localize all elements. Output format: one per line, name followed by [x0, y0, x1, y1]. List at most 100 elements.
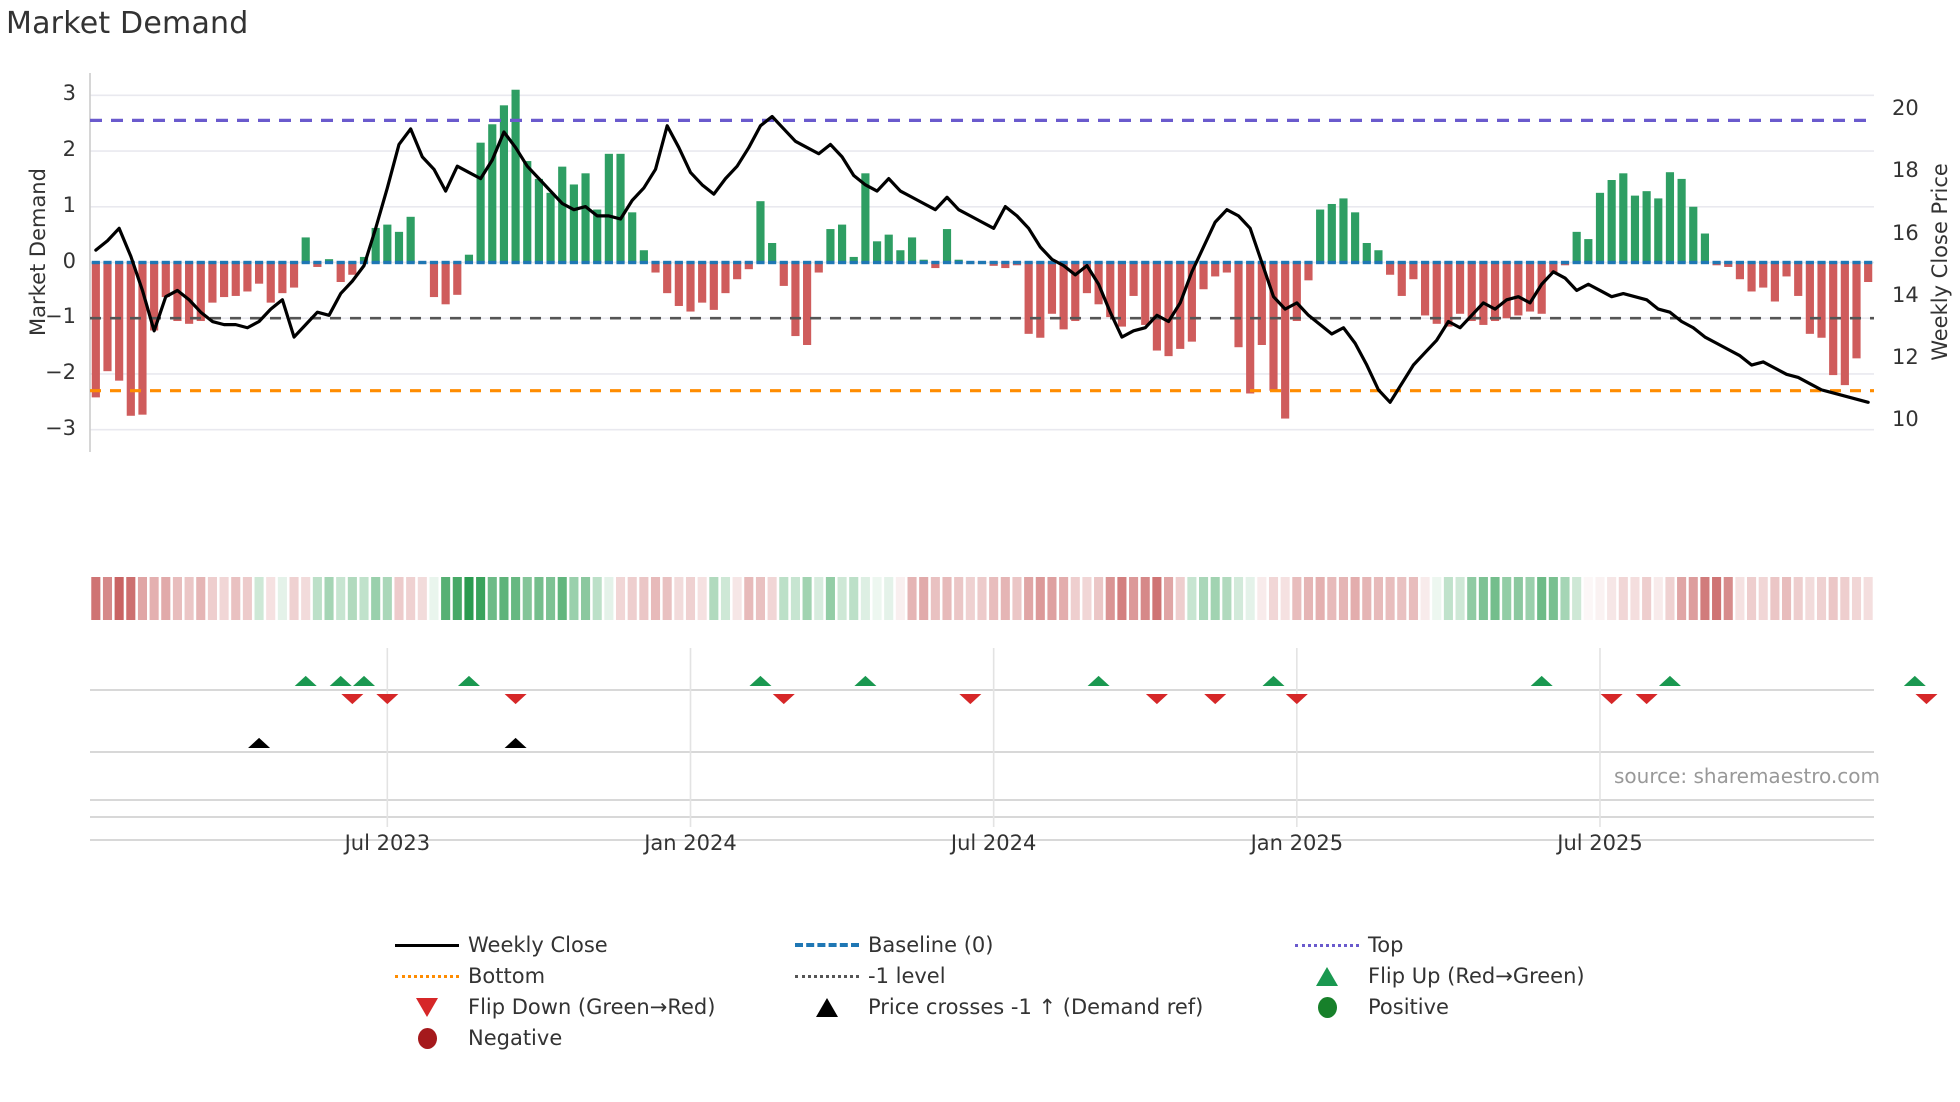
- legend-item[interactable]: Positive: [1290, 992, 1690, 1022]
- legend-item[interactable]: Bottom: [390, 961, 790, 991]
- demand-bar: [1689, 206, 1698, 263]
- strip-cell: [289, 577, 299, 620]
- x-tick: Jul 2025: [1557, 831, 1643, 855]
- strip-cell: [499, 577, 509, 620]
- strip-cell: [1432, 577, 1442, 620]
- strip-cell: [126, 577, 136, 620]
- legend-triangle-down-icon: [390, 996, 464, 1018]
- demand-bar: [1152, 262, 1161, 351]
- legend-item[interactable]: Negative: [390, 1023, 790, 1053]
- y-tick-left: 0: [62, 248, 76, 273]
- legend-item[interactable]: Flip Up (Red→Green): [1290, 961, 1690, 991]
- demand-bar: [196, 262, 205, 322]
- strip-cell: [1000, 577, 1010, 620]
- strip-cell: [1735, 577, 1745, 620]
- demand-bar: [756, 201, 765, 263]
- demand-bar: [1455, 262, 1465, 314]
- strip-cell: [406, 577, 416, 620]
- strip-cell: [662, 577, 672, 620]
- strip-cell: [1653, 577, 1663, 620]
- legend-item[interactable]: Baseline (0): [790, 930, 1290, 960]
- demand-bar: [289, 262, 299, 288]
- strip-cell: [627, 577, 637, 620]
- legend-triangle-up-icon: [1290, 965, 1364, 987]
- strip-cell: [324, 577, 334, 620]
- demand-bar: [1292, 262, 1301, 322]
- demand-bar: [651, 262, 660, 273]
- strip-cell: [1630, 577, 1640, 620]
- y-tick-right: 12: [1892, 344, 1919, 369]
- demand-bar: [1525, 262, 1535, 312]
- strip-cell: [1816, 577, 1827, 620]
- demand-bar: [861, 173, 870, 263]
- legend-dotted-line-icon: [390, 965, 464, 987]
- demand-bar: [453, 262, 462, 295]
- strip-cell: [522, 577, 532, 620]
- strip-cell: [196, 577, 206, 620]
- flip-up-marker: [854, 675, 877, 686]
- demand-bar: [254, 262, 264, 284]
- strip-cell: [266, 577, 276, 620]
- strip-cell: [1525, 577, 1535, 620]
- demand-bar: [1187, 262, 1196, 342]
- demand-bar: [1677, 178, 1686, 263]
- strip-cell: [429, 577, 439, 620]
- x-tick: Jan 2024: [644, 831, 737, 855]
- demand-bar: [1281, 262, 1290, 419]
- strip-cell: [277, 577, 287, 620]
- strip-cell: [604, 577, 614, 620]
- source-attribution: source: sharemaestro.com: [1614, 764, 1880, 788]
- demand-bar: [569, 184, 578, 263]
- strip-cell: [1618, 577, 1628, 620]
- legend-triangle-up-icon: [790, 996, 864, 1018]
- strip-cell: [790, 577, 800, 620]
- demand-bar: [1024, 262, 1033, 334]
- strip-cell: [1490, 577, 1500, 620]
- demand-bar: [558, 166, 567, 263]
- strip-cell: [441, 577, 451, 620]
- legend-item[interactable]: -1 level: [790, 961, 1290, 991]
- strip-cell: [149, 577, 159, 620]
- strip-cell: [849, 577, 859, 620]
- demand-bar: [1316, 209, 1325, 263]
- flip-up-marker: [294, 675, 317, 686]
- legend-label: Top: [1368, 933, 1404, 957]
- strip-cell: [394, 577, 404, 620]
- strip-cell: [242, 577, 252, 620]
- demand-bar: [1257, 262, 1266, 345]
- demand-bar: [1665, 172, 1675, 263]
- strip-cell: [1303, 577, 1314, 620]
- strip-cell: [1292, 577, 1302, 620]
- demand-bar: [1071, 262, 1080, 322]
- price-cross-marker: [248, 737, 271, 748]
- strip-cell: [1047, 577, 1057, 620]
- strip-cell: [1210, 577, 1220, 620]
- legend-circle-icon: [390, 1027, 464, 1049]
- demand-bar: [1619, 173, 1628, 263]
- demand-bar: [1782, 262, 1791, 277]
- demand-bar: [1374, 250, 1383, 263]
- demand-bar: [884, 234, 893, 263]
- price-cross-marker: [504, 737, 527, 748]
- demand-bar: [1584, 239, 1593, 263]
- demand-bar: [523, 161, 532, 263]
- demand-bar: [838, 224, 847, 263]
- y-tick-right: 14: [1892, 282, 1919, 307]
- legend-item[interactable]: Flip Down (Green→Red): [390, 992, 790, 1022]
- flip-up-marker: [1658, 675, 1681, 686]
- strip-cell: [1233, 577, 1244, 620]
- strip-cell: [336, 577, 346, 620]
- strip-cell: [546, 577, 556, 620]
- demand-bar: [1222, 262, 1231, 273]
- demand-bar: [639, 250, 648, 263]
- strip-cell: [779, 577, 789, 620]
- demand-bar: [1141, 262, 1150, 325]
- demand-bar: [359, 256, 369, 263]
- legend-item[interactable]: Weekly Close: [390, 930, 790, 960]
- strip-cell: [767, 577, 777, 620]
- legend-item[interactable]: Price crosses -1 ↑ (Demand ref): [790, 992, 1290, 1022]
- demand-bar: [733, 262, 742, 280]
- legend-item[interactable]: Top: [1290, 930, 1690, 960]
- strip-cell: [1059, 577, 1069, 620]
